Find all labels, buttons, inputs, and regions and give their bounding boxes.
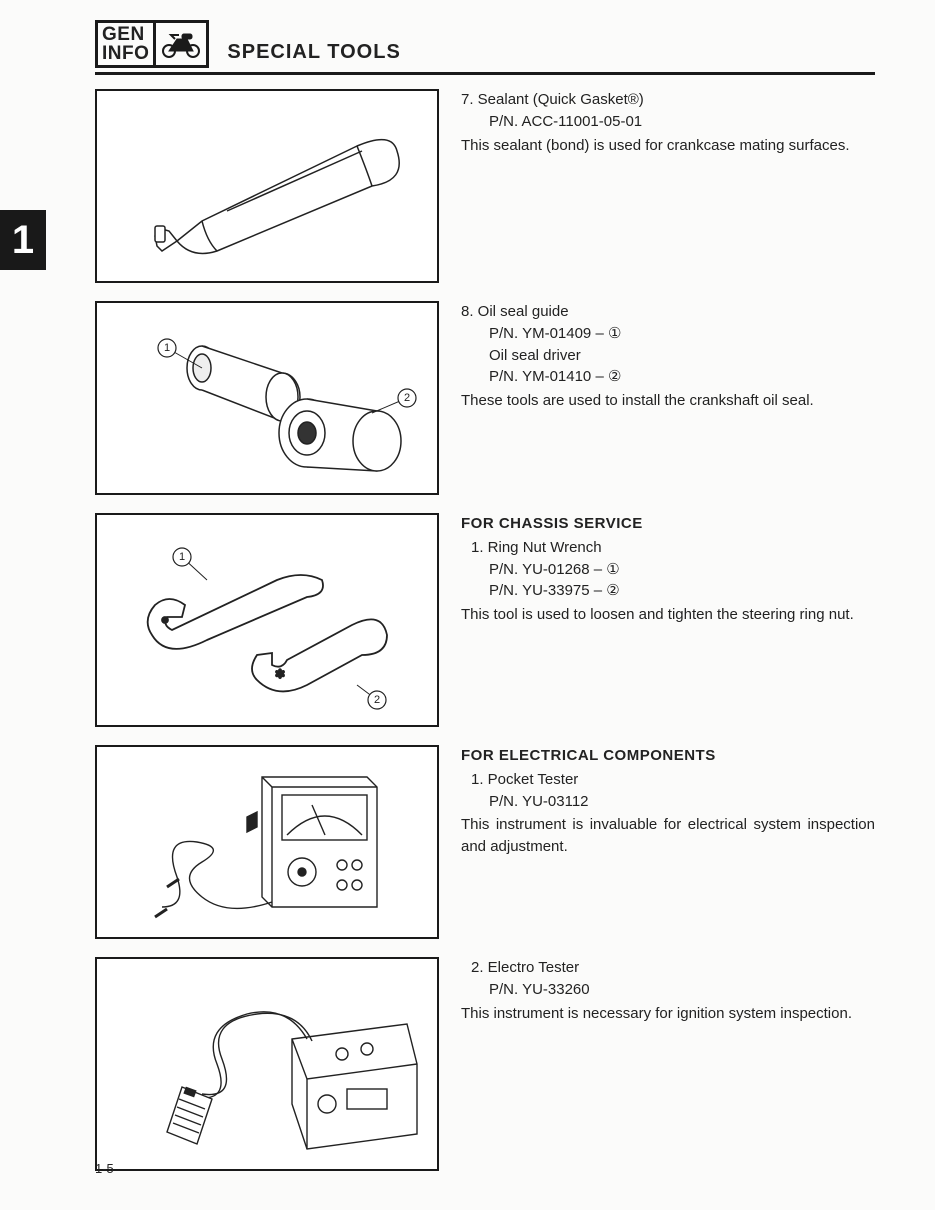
spec-line: 7. Sealant (Quick Gasket®) [461,89,875,111]
description-body: This instrument is necessary for ignitio… [461,1003,875,1025]
description-body: This instrument is invaluable for electr… [461,814,875,858]
spec-line: P/N. YU-01268 – ① [461,559,875,581]
subsection-heading: FOR ELECTRICAL COMPONENTS [461,745,875,767]
description-body: This tool is used to loosen and tighten … [461,604,875,626]
figure-illustration [95,745,439,939]
spec-line: Oil seal driver [461,345,875,367]
spec-line: 8. Oil seal guide [461,301,875,323]
spec-line: P/N. YU-33260 [461,979,875,1001]
spec-line: 1. Ring Nut Wrench [461,537,875,559]
page-header: GEN INFO SPECIAL TOOLS [95,20,875,75]
figure-illustration [95,957,439,1171]
spec-line: P/N. YU-33975 – ② [461,580,875,602]
svg-text:1: 1 [179,551,185,563]
figure-illustration [95,89,439,283]
figure-illustration: ✼ 1 2 [95,513,439,727]
spec-line: 2. Electro Tester [461,957,875,979]
svg-text:1: 1 [164,342,170,354]
spec-line: P/N. YU-03112 [461,791,875,813]
description-body: This sealant (bond) is used for crankcas… [461,135,875,157]
spec-line: P/N. YM-01409 – ① [461,323,875,345]
tool-description: FOR CHASSIS SERVICE1. Ring Nut WrenchP/N… [461,513,875,626]
gen-info-line2: INFO [102,44,149,63]
subsection-heading: FOR CHASSIS SERVICE [461,513,875,535]
description-body: These tools are used to install the cran… [461,390,875,412]
tool-description: FOR ELECTRICAL COMPONENTS1. Pocket Teste… [461,745,875,858]
tool-description: 7. Sealant (Quick Gasket®)P/N. ACC-11001… [461,89,875,156]
tool-entry: 7. Sealant (Quick Gasket®)P/N. ACC-11001… [95,89,875,283]
tool-entry: FOR ELECTRICAL COMPONENTS1. Pocket Teste… [95,745,875,939]
manual-page: 1 GEN INFO SPECIAL TOOLS [0,0,935,1210]
gen-info-line1: GEN [102,25,149,44]
tool-description: 2. Electro TesterP/N. YU-33260This instr… [461,957,875,1024]
figure-illustration: 12 [95,301,439,495]
spec-line: P/N. YM-01410 – ② [461,366,875,388]
spec-line: P/N. ACC-11001-05-01 [461,111,875,133]
spec-line: 1. Pocket Tester [461,769,875,791]
tool-description: 8. Oil seal guideP/N. YM-01409 – ①Oil se… [461,301,875,412]
page-number: 1-5 [95,1161,114,1176]
svg-text:✼: ✼ [275,667,285,681]
tool-entry: 128. Oil seal guideP/N. YM-01409 – ①Oil … [95,301,875,495]
chapter-tab: 1 [0,210,46,270]
section-title: SPECIAL TOOLS [227,41,400,68]
svg-text:2: 2 [374,694,380,706]
gen-info-badge: GEN INFO [95,20,209,68]
svg-text:2: 2 [404,392,410,404]
motorcycle-icon [153,23,206,65]
tool-entry: 2. Electro TesterP/N. YU-33260This instr… [95,957,875,1171]
tool-entry: ✼ 1 2 FOR CHASSIS SERVICE1. Ring Nut Wrenc… [95,513,875,727]
